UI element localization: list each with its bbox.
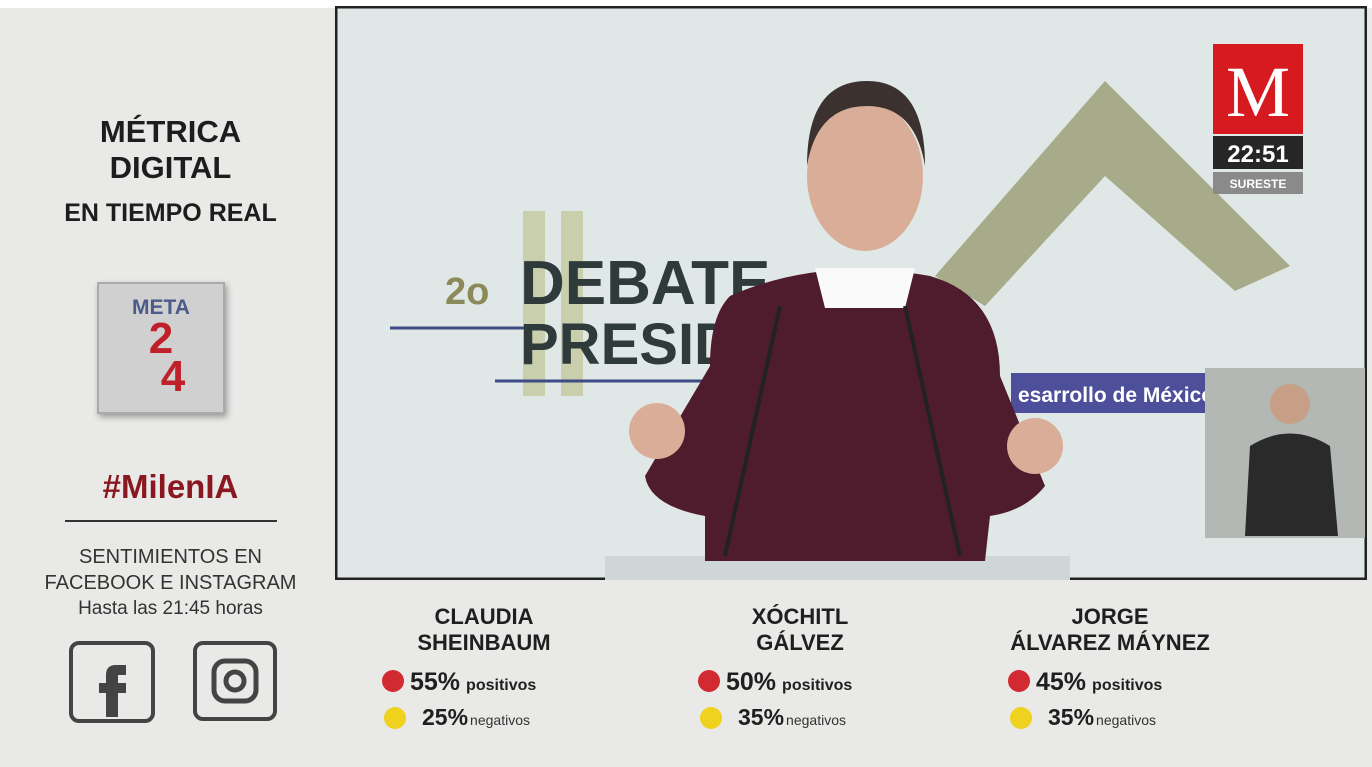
candidate-name: GÁLVEZ <box>650 630 950 656</box>
positive-value: 45% <box>1036 668 1086 696</box>
divider <box>65 520 277 522</box>
heart-icon <box>1008 670 1030 692</box>
facebook-glyph <box>99 665 126 717</box>
positive-label: positivos <box>466 677 536 694</box>
channel-logo-text: M <box>1226 52 1290 132</box>
positive-value: 55% <box>410 668 460 696</box>
speaker-collar <box>815 268 915 308</box>
sad-icon <box>1010 707 1032 729</box>
sad-icon <box>700 707 722 729</box>
backdrop-text: 2o <box>445 271 489 313</box>
logo-digit: 4 <box>99 358 223 396</box>
instagram-lens <box>226 672 244 690</box>
positive-row: 55% positivos <box>382 668 536 697</box>
time-note: Hasta las 21:45 horas <box>8 596 333 622</box>
candidate-name: JORGE <box>960 604 1260 630</box>
negative-value: 35% <box>1048 704 1094 730</box>
screen: MÉTRICA DIGITAL EN TIEMPO REAL META 2 4 … <box>0 0 1372 767</box>
backdrop-text: PRESID <box>520 312 736 377</box>
title-line: DIGITAL <box>8 150 333 186</box>
source-line: SENTIMIENTOS EN <box>8 544 333 570</box>
negative-row: 35%negativos <box>700 704 846 731</box>
negative-row: 35%negativos <box>1010 704 1156 731</box>
region: SURESTE <box>1230 177 1287 191</box>
negative-label: negativos <box>1096 712 1156 728</box>
interpreter-head <box>1270 384 1310 424</box>
hashtag: #MilenIA <box>8 468 333 506</box>
meta-logo: META 2 4 <box>97 282 225 414</box>
heart-icon <box>698 670 720 692</box>
positive-row: 50% positivos <box>698 668 852 697</box>
candidate-name: XÓCHITL <box>650 604 950 630</box>
negative-label: negativos <box>786 712 846 728</box>
positive-value: 50% <box>726 668 776 696</box>
title-line: MÉTRICA <box>8 114 333 150</box>
video: 2o DEBATE PRESID esarrollo de México M 2… <box>335 6 1367 580</box>
positive-row: 45% positivos <box>1008 668 1162 697</box>
banner-text: esarrollo de México <box>1018 384 1214 407</box>
source-line: FACEBOOK E INSTAGRAM <box>8 570 333 596</box>
clock: 22:51 <box>1227 141 1288 168</box>
negative-value: 25% <box>422 704 468 730</box>
instagram-icon <box>195 643 275 719</box>
source: SENTIMIENTOS EN FACEBOOK E INSTAGRAM Has… <box>8 544 333 622</box>
subtitle: EN TIEMPO REAL <box>8 199 333 228</box>
positive-label: positivos <box>1092 677 1162 694</box>
social-icons <box>68 640 283 726</box>
negative-row: 25%negativos <box>384 704 530 731</box>
positive-label: positivos <box>782 677 852 694</box>
speaker-hand <box>629 403 685 459</box>
candidate-name: CLAUDIA <box>334 604 634 630</box>
instagram-glyph <box>214 661 256 701</box>
candidate-name: SHEINBAUM <box>334 630 634 656</box>
negative-value: 35% <box>738 704 784 730</box>
candidate-name: ÁLVAREZ MÁYNEZ <box>960 630 1260 656</box>
title: MÉTRICA DIGITAL <box>8 114 333 186</box>
sad-icon <box>384 707 406 729</box>
speaker-hand <box>1007 418 1063 474</box>
heart-icon <box>382 670 404 692</box>
negative-label: negativos <box>470 712 530 728</box>
interpreter-body <box>1245 434 1338 537</box>
